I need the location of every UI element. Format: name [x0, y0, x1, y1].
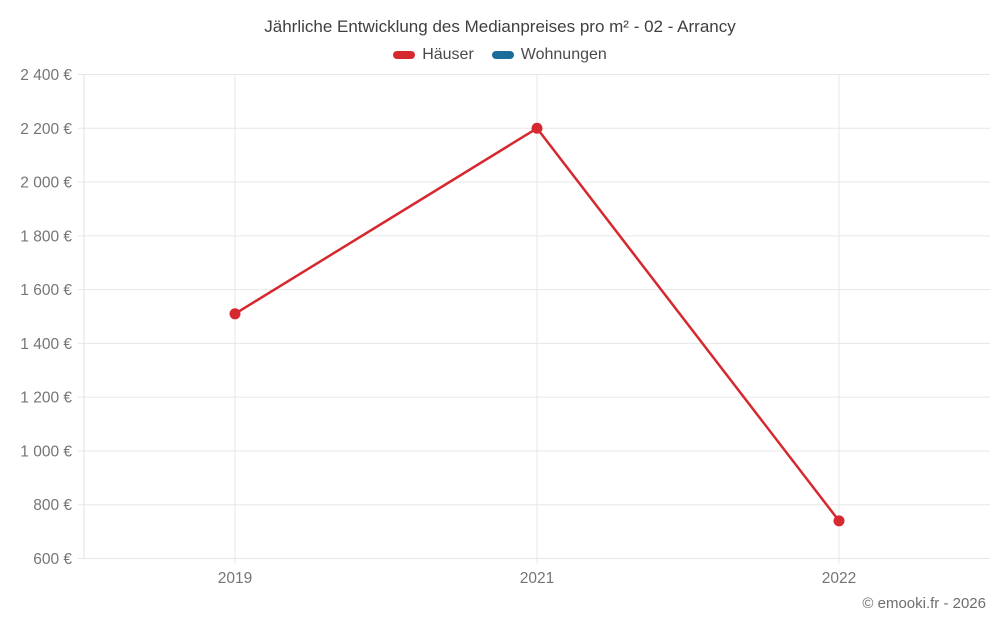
- copyright: © emooki.fr - 2026: [862, 595, 986, 612]
- legend-label-haeuser: Häuser: [422, 46, 474, 63]
- x-tick-label: 2021: [520, 570, 554, 587]
- legend-label-wohnungen: Wohnungen: [520, 46, 607, 63]
- y-tick-label: 2 200 €: [20, 121, 72, 138]
- y-tick-label: 1 000 €: [20, 443, 72, 460]
- legend-item-wohnungen[interactable]: Wohnungen: [491, 46, 607, 64]
- y-tick-label: 1 800 €: [20, 228, 72, 245]
- y-tick-label: 1 400 €: [20, 336, 72, 353]
- legend-marker-wohnungen-icon: [491, 51, 514, 59]
- legend-item-haeuser[interactable]: Häuser: [393, 46, 474, 64]
- data-point[interactable]: [531, 122, 543, 134]
- y-tick-label: 2 000 €: [20, 175, 72, 192]
- y-tick-label: 2 400 €: [20, 67, 72, 84]
- x-tick-label: 2022: [822, 570, 856, 587]
- y-tick-label: 1 200 €: [20, 390, 72, 407]
- data-point[interactable]: [833, 515, 845, 527]
- y-tick-label: 1 600 €: [20, 282, 72, 299]
- legend-marker-haeuser-icon: [393, 51, 416, 59]
- y-tick-label: 600 €: [33, 551, 72, 568]
- legend: Häuser Wohnungen: [0, 46, 1000, 64]
- y-tick-label: 800 €: [33, 497, 72, 514]
- data-point[interactable]: [229, 308, 241, 320]
- x-tick-label: 2019: [218, 570, 252, 587]
- chart-title: Jährliche Entwicklung des Medianpreises …: [264, 17, 736, 36]
